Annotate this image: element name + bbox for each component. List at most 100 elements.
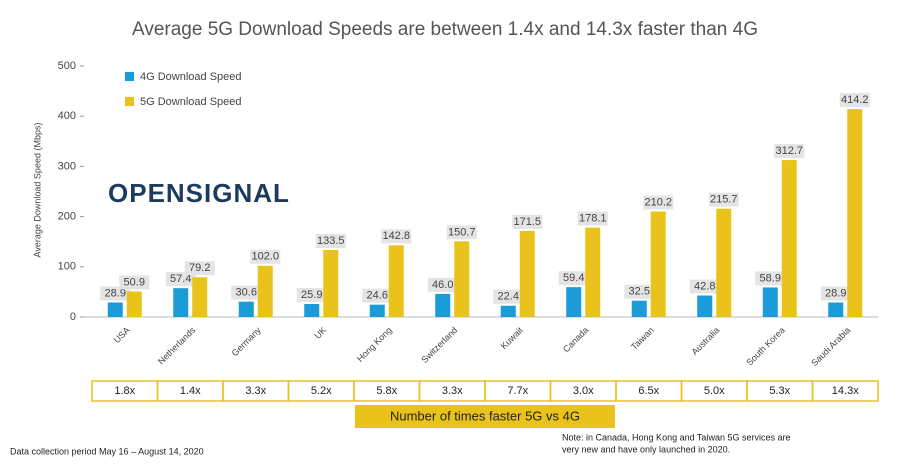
y-axis-label: Average Download Speed (Mbps) [32, 123, 42, 258]
chart-title: Average 5G Download Speeds are between 1… [132, 19, 758, 40]
ratio-label: 7.7x [507, 385, 528, 397]
x-tick-label: Hong Kong [355, 325, 394, 364]
value-label-bg [315, 233, 346, 248]
ratio-label: 14.3x [832, 385, 859, 397]
value-label: 133.5 [317, 235, 345, 247]
value-label: 215.7 [710, 194, 738, 206]
legend-label: 4G Download Speed [140, 71, 242, 83]
x-tick-label: Kuwait [499, 325, 526, 352]
value-label: 57.4 [170, 273, 191, 285]
bar [585, 227, 601, 317]
bar [257, 265, 273, 317]
value-label: 414.2 [841, 94, 869, 106]
y-tick-label: 100 [58, 261, 76, 273]
ratio-caption: Number of times faster 5G vs 4G [390, 408, 580, 423]
value-label: 22.4 [498, 291, 519, 303]
value-label-bg [165, 272, 196, 287]
value-label-bg [119, 275, 150, 290]
value-label: 150.7 [448, 226, 476, 238]
bar [566, 287, 582, 317]
x-tick-label: Switzerland [419, 325, 459, 365]
x-tick-label: USA [112, 325, 132, 345]
y-tick-label: 500 [58, 60, 76, 72]
x-tick-label: Netherlands [156, 325, 198, 367]
x-tick-label: Australia [690, 325, 722, 357]
ratio-label: 1.8x [114, 385, 135, 397]
bar [369, 304, 385, 317]
legend-swatch [125, 97, 134, 106]
ratio-label: 3.3x [442, 385, 463, 397]
value-label-bg [755, 271, 786, 286]
value-label: 142.8 [382, 230, 410, 242]
value-label-bg [100, 286, 131, 301]
logo: OPENSIGNAL [108, 178, 290, 208]
y-tick-label: 400 [58, 110, 76, 122]
bar [173, 288, 189, 317]
ratio-label: 3.0x [573, 385, 594, 397]
value-label: 28.9 [105, 287, 126, 299]
value-label: 79.2 [189, 262, 210, 274]
value-label-bg [512, 214, 543, 229]
bar [126, 291, 142, 317]
y-tick-label: 0 [70, 311, 76, 323]
footnote: Data collection period May 16 – August 1… [10, 446, 204, 456]
value-label-bg [820, 286, 851, 301]
note: very new and have only launched in 2020. [562, 444, 730, 454]
value-label-bg [362, 288, 393, 303]
value-label-bg [839, 93, 870, 108]
value-label-bg [774, 144, 805, 159]
bar [323, 249, 339, 317]
bar [781, 160, 797, 317]
bar [697, 295, 713, 317]
x-tick-label: Taiwan [629, 325, 656, 352]
value-label-bg [558, 271, 589, 286]
value-label-bg [250, 249, 281, 264]
ratio-label: 5.3x [769, 385, 790, 397]
ratio-label: 5.8x [376, 385, 397, 397]
value-label: 312.7 [775, 145, 803, 157]
ratio-label: 3.3x [245, 385, 266, 397]
x-tick-label: UK [312, 325, 328, 341]
bar [238, 301, 254, 317]
x-tick-label: Germany [230, 325, 264, 359]
value-label: 24.6 [367, 290, 388, 302]
value-label: 28.9 [825, 287, 846, 299]
bar [304, 303, 320, 317]
value-label: 58.9 [760, 272, 781, 284]
ratio-cell [811, 380, 879, 402]
ratio-label: 1.4x [180, 385, 201, 397]
bar [650, 211, 666, 317]
legend-swatch [125, 72, 134, 81]
value-label: 59.4 [563, 272, 584, 284]
bar [847, 109, 863, 318]
legend-label: 5G Download Speed [140, 96, 242, 108]
value-label: 25.9 [301, 289, 322, 301]
value-label: 210.2 [644, 196, 672, 208]
value-label: 171.5 [513, 216, 541, 228]
x-tick-label: South Korea [744, 325, 786, 367]
value-label: 178.1 [579, 213, 607, 225]
value-label-bg [708, 192, 739, 207]
ratio-label: 5.2x [311, 385, 332, 397]
bar [500, 305, 516, 317]
value-label-bg [446, 225, 477, 240]
note: Note: in Canada, Hong Kong and Taiwan 5G… [562, 432, 790, 442]
ratio-label: 6.5x [638, 385, 659, 397]
value-label: 32.5 [629, 286, 650, 298]
bar [435, 293, 451, 317]
value-label-bg [577, 211, 608, 226]
value-label-bg [624, 284, 655, 299]
value-label: 102.0 [251, 251, 279, 263]
value-label-bg [689, 279, 720, 294]
value-label: 42.8 [694, 280, 715, 292]
bar [107, 302, 123, 317]
y-tick-label: 200 [58, 211, 76, 223]
bar [454, 241, 470, 317]
value-label: 30.6 [236, 287, 257, 299]
bar [519, 230, 535, 317]
bar [192, 277, 208, 317]
value-label-bg [231, 285, 262, 300]
bar [631, 300, 647, 317]
ratio-label: 5.0x [704, 385, 725, 397]
